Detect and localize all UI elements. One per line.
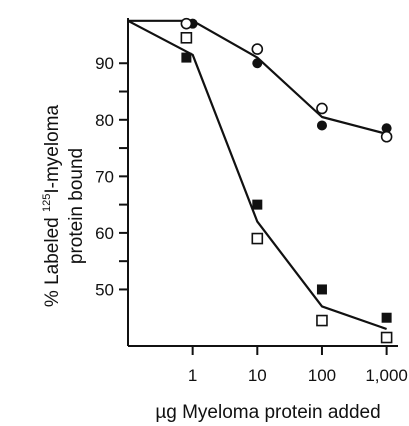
y-axis-label: % Labeled 125I-myeloma (41, 105, 63, 308)
filled-square-point-4 (381, 312, 392, 323)
fit-curve-1 (128, 19, 387, 135)
open-circle-point-4 (380, 130, 393, 143)
fit-curve-2 (127, 19, 387, 331)
data-points (180, 17, 393, 344)
filled-square-point-3 (316, 284, 327, 295)
open-circle-point-2 (251, 43, 264, 55)
y-tick-label-80: 80 (95, 111, 114, 130)
ticks (119, 62, 388, 355)
y-tick-label-60: 60 (95, 224, 114, 243)
filled-square-point-2 (252, 199, 263, 210)
fit-curves (127, 19, 387, 331)
y-tick-label-70: 70 (95, 167, 114, 186)
open-square-point-3 (316, 314, 328, 327)
axes (127, 18, 398, 347)
open-square-point-1 (180, 31, 193, 44)
y-axis-label-line2: protein bound (66, 148, 87, 264)
y-tick-label-90: 90 (95, 54, 114, 73)
open-circle-point-1 (180, 17, 193, 30)
filled-circle-point-4 (381, 123, 392, 134)
tick-labels: 50 60 70 80 90 1 10 100 1,000 (95, 54, 408, 385)
open-square-point-4 (380, 331, 393, 344)
open-circle-point-3 (316, 102, 328, 115)
filled-circle-point-3 (316, 120, 327, 131)
filled-circle-point-2 (252, 58, 263, 69)
x-tick-label-10: 10 (248, 366, 267, 385)
open-square-point-2 (251, 232, 264, 245)
x-tick-label-1000: 1,000 (365, 366, 408, 385)
filled-square-point-1 (181, 52, 192, 63)
x-tick-label-1: 1 (188, 366, 197, 385)
x-tick-label-100: 100 (308, 366, 336, 385)
y-tick-label-50: 50 (95, 280, 114, 299)
x-axis-label: µg Myeloma protein added (155, 402, 380, 423)
